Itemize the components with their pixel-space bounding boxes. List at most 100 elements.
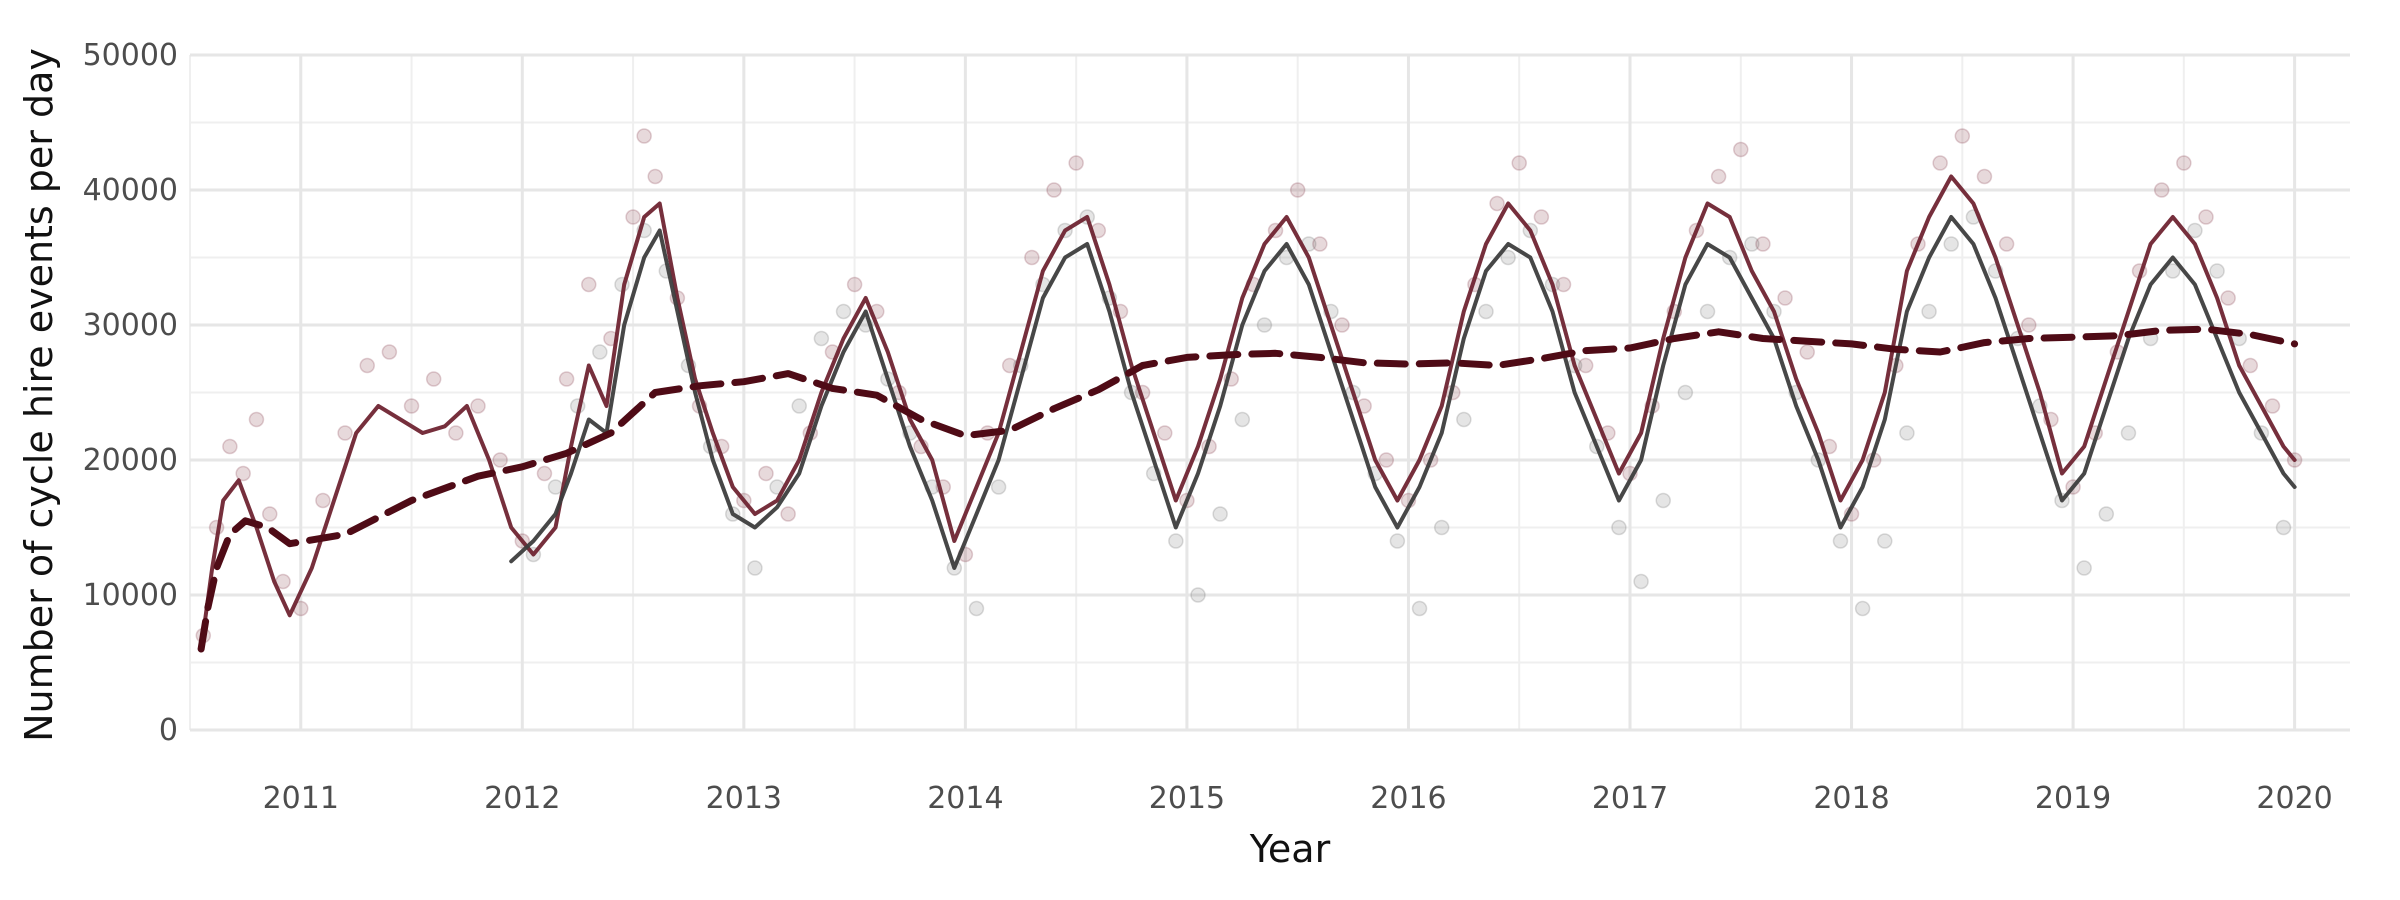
data-point <box>2098 506 2115 522</box>
data-point <box>315 492 331 509</box>
data-point <box>2264 398 2281 414</box>
data-point <box>1921 303 1937 320</box>
data-point <box>425 371 442 387</box>
data-point <box>1389 533 1406 549</box>
data-point <box>2021 317 2037 333</box>
data-point <box>592 344 608 360</box>
y-tick-label: 40000 <box>83 173 178 208</box>
data-point <box>846 276 863 293</box>
data-point <box>1744 236 1760 252</box>
data-point <box>813 330 830 347</box>
data-point <box>1511 155 1527 171</box>
data-point <box>1555 276 1572 293</box>
data-point <box>625 209 641 225</box>
rolling-mean-line <box>509 215 2297 570</box>
data-point <box>1068 155 1084 171</box>
data-point <box>1533 209 1550 225</box>
data-point <box>1577 357 1594 374</box>
data-point <box>1046 182 1062 198</box>
data-point <box>492 452 508 468</box>
data-point <box>636 128 652 144</box>
data-point <box>581 276 597 293</box>
data-point <box>1611 519 1627 536</box>
x-tick-label: 2020 <box>2256 781 2332 816</box>
data-point <box>2165 263 2181 279</box>
data-point <box>2209 263 2225 279</box>
data-point <box>791 398 807 414</box>
data-point <box>1024 249 1040 266</box>
data-point <box>2242 357 2259 374</box>
x-tick-label: 2016 <box>1370 781 1446 816</box>
line-series <box>197 174 2299 653</box>
x-tick-label: 2015 <box>1149 781 1225 816</box>
data-point <box>1932 155 1948 171</box>
data-point <box>1234 411 1251 428</box>
data-point <box>1633 573 1649 590</box>
data-point <box>222 438 238 455</box>
data-point <box>1943 236 1959 252</box>
data-point <box>1456 411 1472 428</box>
data-point <box>1733 141 1749 158</box>
data-point <box>1854 600 1871 617</box>
data-point <box>1478 303 1494 320</box>
x-tick-label: 2012 <box>484 781 560 816</box>
data-point <box>2220 290 2236 306</box>
x-tick-labels: 2011 2012 2013 2014 2015 2016 2017 2018 2019 2020 <box>263 781 2333 816</box>
x-tick-label: 2011 <box>263 781 339 816</box>
data-point <box>359 357 375 374</box>
data-point <box>1334 317 1350 333</box>
data-point <box>403 398 420 414</box>
x-tick-label: 2018 <box>1813 781 1889 816</box>
data-point <box>2153 182 2170 198</box>
data-point <box>448 425 464 441</box>
data-point <box>1777 290 1793 306</box>
data-point <box>1799 344 1815 360</box>
data-point <box>1954 128 1971 144</box>
data-point <box>470 398 486 414</box>
data-point <box>248 411 265 428</box>
data-point <box>536 465 553 482</box>
data-point <box>262 506 278 522</box>
x-tick-label: 2017 <box>1592 781 1668 816</box>
data-point <box>1877 533 1893 549</box>
data-point <box>1312 236 1328 252</box>
data-point <box>2187 222 2203 239</box>
data-point <box>1755 236 1771 252</box>
data-point <box>1289 182 1306 198</box>
data-point <box>968 600 985 617</box>
data-point <box>2176 155 2192 171</box>
data-point <box>1677 384 1694 401</box>
y-axis-title: Number of cycle hire events per day <box>17 48 61 742</box>
y-tick-label: 20000 <box>83 443 178 478</box>
data-point <box>1378 452 1395 468</box>
y-tick-label: 10000 <box>83 578 178 613</box>
data-point <box>235 465 251 482</box>
data-point <box>1976 168 1993 185</box>
data-point <box>1655 492 1671 509</box>
x-tick-label: 2013 <box>706 781 782 816</box>
minor-grid <box>189 55 2350 730</box>
data-point <box>990 479 1007 495</box>
data-point <box>1998 236 2015 252</box>
x-axis-title: Year <box>1249 827 1331 871</box>
data-point <box>1433 519 1450 536</box>
data-point <box>1710 168 1727 185</box>
x-tick-label: 2014 <box>927 781 1003 816</box>
y-tick-label: 0 <box>159 713 178 748</box>
major-grid <box>190 53 2350 732</box>
data-point <box>758 465 774 482</box>
data-point <box>1157 425 1173 441</box>
data-point <box>1500 249 1516 266</box>
y-tick-label: 50000 <box>83 38 178 73</box>
data-point <box>337 425 353 441</box>
data-point <box>835 303 852 320</box>
data-point <box>2275 519 2292 536</box>
data-point <box>2076 560 2092 576</box>
rolling-mean-line <box>199 174 2297 651</box>
y-tick-label: 30000 <box>83 308 178 343</box>
data-point <box>780 506 796 522</box>
data-point <box>1699 303 1716 320</box>
data-point <box>747 560 763 576</box>
y-tick-labels: 0 10000 20000 30000 40000 50000 <box>83 38 178 748</box>
